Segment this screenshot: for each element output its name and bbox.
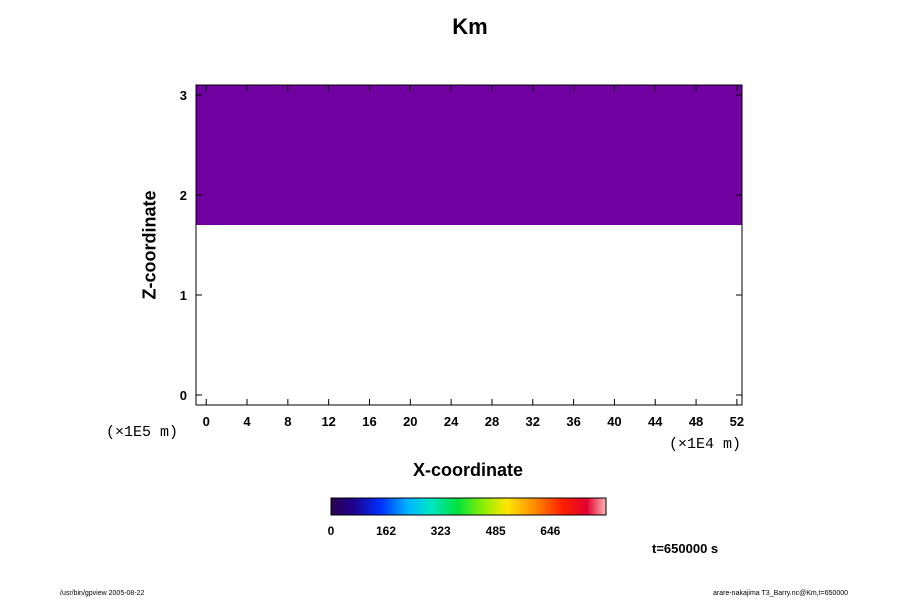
colorbar-ticks: 0 162 323 485 646: [328, 524, 561, 538]
y-axis-ticks: 0 1 2 3: [180, 88, 742, 403]
footer-left: /usr/bin/gpview 2005-08-22: [60, 590, 145, 597]
y-tick-label: 0: [180, 388, 187, 403]
x-tick-label: 0: [203, 414, 210, 429]
colorbar-tick-label: 323: [431, 524, 451, 538]
chart-title: Km: [452, 14, 488, 39]
x-tick-label: 48: [689, 414, 703, 429]
x-tick-label: 12: [321, 414, 335, 429]
x-tick-label: 52: [730, 414, 744, 429]
x-axis-unit: (×1E4 m): [669, 436, 742, 453]
y-tick-label: 1: [180, 288, 187, 303]
y-axis-label: Z-coordinate: [139, 190, 160, 300]
x-tick-label: 36: [566, 414, 580, 429]
x-tick-label: 16: [362, 414, 376, 429]
x-tick-label: 4: [243, 414, 251, 429]
colorbar: [330, 497, 607, 516]
x-tick-label: 32: [526, 414, 540, 429]
x-axis-ticks: 0 4 8 12 16 20 24 28 32 36 40 44 48 52: [203, 85, 744, 429]
x-tick-label: 44: [648, 414, 663, 429]
time-label: t=650000 s: [652, 541, 719, 556]
x-axis-label: X-coordinate: [412, 460, 524, 480]
colorbar-tick-label: 646: [540, 524, 560, 538]
y-axis-unit: (×1E5 m): [106, 424, 179, 441]
y-tick-label: 3: [180, 88, 187, 103]
x-tick-label: 20: [403, 414, 417, 429]
x-tick-label: 24: [444, 414, 459, 429]
colorbar-tick-label: 485: [486, 524, 506, 538]
field-layer: [196, 85, 742, 225]
colorbar-tick-label: 162: [376, 524, 396, 538]
y-tick-label: 2: [180, 188, 187, 203]
footer-right: arare-nakajima T3_Barry.nc@Km,t=650000: [713, 590, 849, 597]
plot-frame: [195, 84, 743, 406]
x-tick-label: 28: [485, 414, 499, 429]
x-tick-label: 40: [607, 414, 621, 429]
upper-layer-region: [196, 85, 742, 225]
x-tick-label: 8: [284, 414, 291, 429]
colorbar-tick-label: 0: [328, 524, 335, 538]
